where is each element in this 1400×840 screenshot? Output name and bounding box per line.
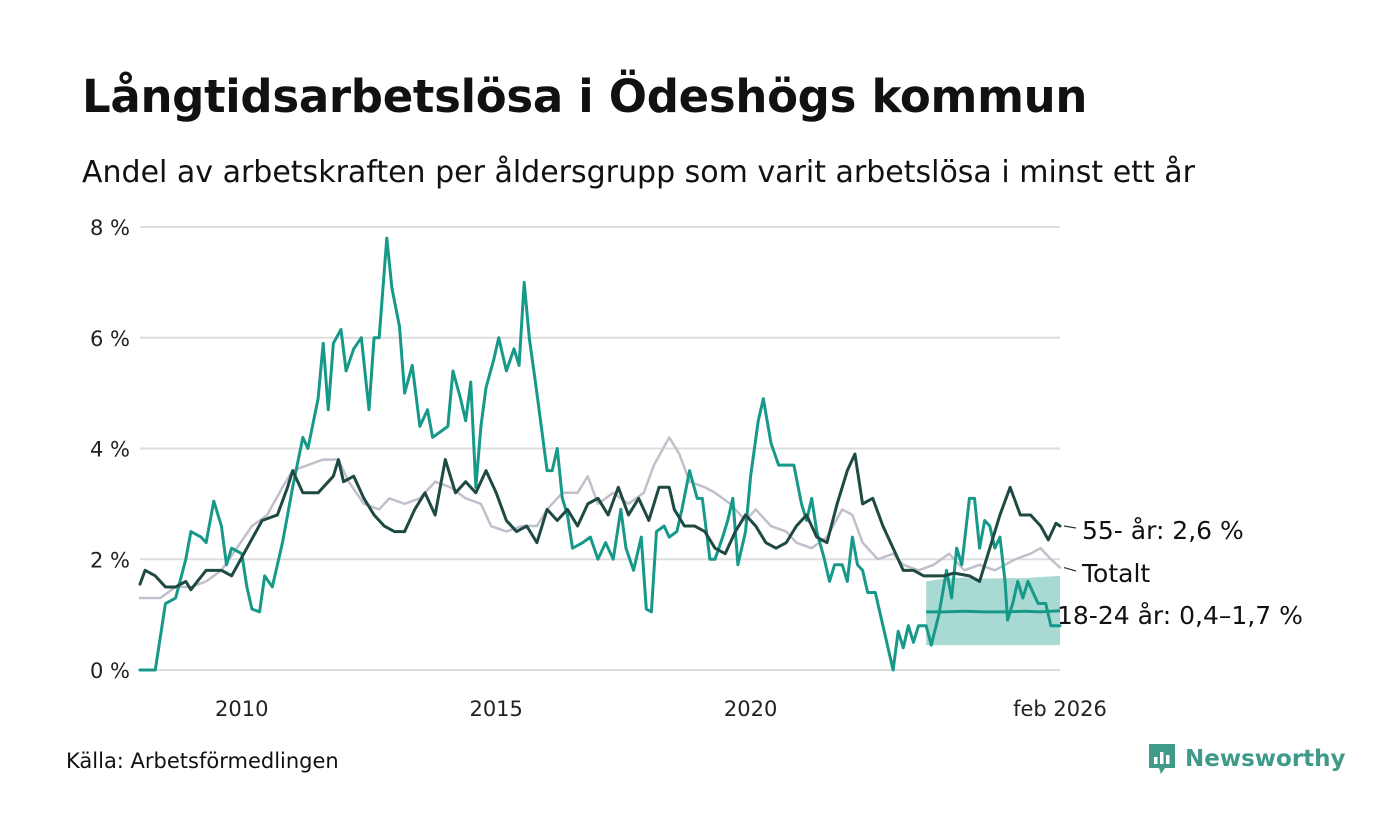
y-axis-ticks: 0 % 2 % 4 % 6 % 8 % [90, 216, 130, 683]
newsworthy-logo-icon [1149, 744, 1175, 774]
end-label-total: Totalt [1081, 559, 1150, 588]
y-tick-label: 0 % [90, 659, 130, 683]
y-tick-label: 8 % [90, 216, 130, 240]
chart-subtitle: Andel av arbetskraften per åldersgrupp s… [82, 155, 1195, 190]
x-tick-label: 2015 [469, 697, 522, 721]
end-label-connector [1063, 525, 1077, 529]
x-tick-label: feb 2026 [1013, 697, 1107, 721]
line-chart: 0 % 2 % 4 % 6 % 8 % 2010 2015 2020 feb 2026 Tot… [90, 216, 1303, 721]
end-labels: Totalt 55- år: 2,6 % 18-24 år: 0,4–1,7 % [1057, 516, 1303, 630]
series-line-senior [138, 452, 1062, 592]
end-label-connector [1063, 566, 1077, 572]
x-tick-label: 2010 [215, 697, 268, 721]
youth-estimate-line [926, 609, 1061, 614]
brand-logo: Newsworthy [1147, 742, 1346, 776]
end-label-senior: 55- år: 2,6 % [1082, 516, 1244, 545]
series-layer [138, 236, 1062, 672]
series-line-youth [138, 236, 1062, 672]
grid-lines [140, 226, 1060, 671]
end-label-youth: 18-24 år: 0,4–1,7 % [1057, 601, 1303, 630]
y-tick-label: 2 % [90, 548, 130, 572]
y-tick-label: 6 % [90, 327, 130, 351]
x-axis-ticks: 2010 2015 2020 feb 2026 [215, 697, 1107, 721]
page-title: Långtidsarbetslösa i Ödeshögs kommun [82, 70, 1088, 123]
brand-name: Newsworthy [1185, 746, 1346, 772]
x-tick-label: 2020 [724, 697, 777, 721]
y-tick-label: 4 % [90, 438, 130, 462]
source-note: Källa: Arbetsförmedlingen [66, 749, 339, 773]
